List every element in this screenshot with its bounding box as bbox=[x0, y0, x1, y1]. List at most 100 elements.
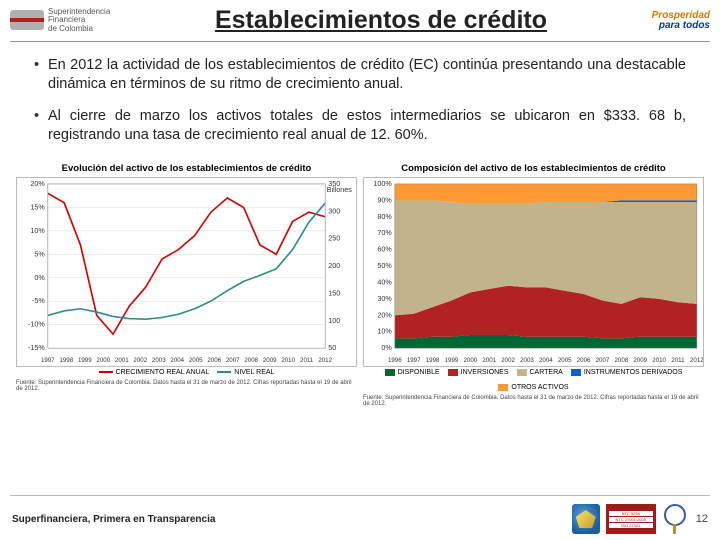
legend-item: NIVEL REAL bbox=[217, 369, 274, 376]
badge-shield-icon bbox=[572, 504, 600, 534]
legend-item: CARTERA bbox=[517, 369, 563, 376]
charts-row: Evolución del activo de los establecimie… bbox=[0, 164, 720, 408]
svg-text:2005: 2005 bbox=[189, 358, 203, 364]
sfc-line3: de Colombia bbox=[48, 25, 110, 33]
legend-label: OTROS ACTIVOS bbox=[511, 384, 568, 391]
svg-text:2011: 2011 bbox=[671, 358, 685, 364]
svg-text:0%: 0% bbox=[381, 345, 392, 352]
chart-right-legend: DISPONIBLE INVERSIONES CARTERA INSTRUMEN… bbox=[363, 367, 704, 393]
footer-text: Superfinanciera, Primera en Transparenci… bbox=[12, 514, 572, 525]
legend-item: INVERSIONES bbox=[448, 369, 509, 376]
legend-label: DISPONIBLE bbox=[398, 369, 440, 376]
svg-text:30%: 30% bbox=[377, 296, 392, 303]
header: Superintendencia Financiera de Colombia … bbox=[0, 0, 720, 37]
svg-text:2000: 2000 bbox=[96, 358, 110, 364]
sfc-bar-icon bbox=[10, 10, 44, 30]
page-number: 12 bbox=[696, 513, 708, 525]
legend-item: OTROS ACTIVOS bbox=[498, 384, 568, 391]
svg-text:1999: 1999 bbox=[78, 358, 92, 364]
svg-text:2006: 2006 bbox=[577, 358, 591, 364]
svg-text:40%: 40% bbox=[377, 279, 392, 286]
svg-text:10%: 10% bbox=[30, 228, 45, 235]
chart-right-svg: 0%10%20%30%40%50%60%70%80%90%100%1996199… bbox=[364, 178, 703, 366]
chart-left-frame: -15%-10%-5%0%5%10%15%20%5010015020025030… bbox=[16, 177, 357, 367]
svg-text:50: 50 bbox=[328, 345, 336, 352]
svg-text:2006: 2006 bbox=[207, 358, 221, 364]
svg-text:2012: 2012 bbox=[690, 358, 703, 364]
svg-text:2009: 2009 bbox=[633, 358, 647, 364]
svg-text:2004: 2004 bbox=[539, 358, 553, 364]
chart-right-title: Composición del activo de los establecim… bbox=[363, 164, 704, 174]
legend-label: INSTRUMENTOS DERIVADOS bbox=[584, 369, 683, 376]
svg-text:100%: 100% bbox=[373, 181, 392, 188]
legend-label: NIVEL REAL bbox=[234, 369, 274, 376]
svg-text:60%: 60% bbox=[377, 246, 392, 253]
svg-text:2008: 2008 bbox=[614, 358, 628, 364]
chart-right-frame: 0%10%20%30%40%50%60%70%80%90%100%1996199… bbox=[363, 177, 704, 367]
chart-left-title: Evolución del activo de los establecimie… bbox=[16, 164, 357, 174]
svg-text:1996: 1996 bbox=[388, 358, 402, 364]
svg-text:300: 300 bbox=[328, 208, 340, 215]
svg-text:2007: 2007 bbox=[226, 358, 240, 364]
svg-text:-15%: -15% bbox=[28, 345, 46, 352]
badge2-line: NTC 5254 bbox=[609, 511, 653, 516]
legend-item: INSTRUMENTOS DERIVADOS bbox=[571, 369, 683, 376]
svg-text:2010: 2010 bbox=[652, 358, 666, 364]
svg-text:2011: 2011 bbox=[300, 358, 314, 364]
legend-swatch-icon bbox=[517, 369, 527, 376]
chart-left-legend: CRECIMIENTO REAL ANUAL NIVEL REAL bbox=[16, 367, 357, 378]
svg-text:90%: 90% bbox=[377, 197, 392, 204]
svg-text:2002: 2002 bbox=[501, 358, 515, 364]
svg-text:2009: 2009 bbox=[263, 358, 277, 364]
badge2-line: NTC 27001:2005 bbox=[609, 517, 653, 522]
chart-left-svg: -15%-10%-5%0%5%10%15%20%5010015020025030… bbox=[17, 178, 356, 366]
svg-text:Billones: Billones bbox=[327, 187, 353, 194]
legend-item: DISPONIBLE bbox=[385, 369, 440, 376]
sfc-text: Superintendencia Financiera de Colombia bbox=[48, 8, 110, 33]
legend-label: INVERSIONES bbox=[461, 369, 509, 376]
logo-sfc: Superintendencia Financiera de Colombia bbox=[10, 8, 110, 33]
svg-text:2003: 2003 bbox=[152, 358, 166, 364]
pros-line1: Prosperidad bbox=[652, 11, 710, 21]
footer-rule bbox=[10, 495, 710, 496]
svg-text:250: 250 bbox=[328, 235, 340, 242]
svg-text:15%: 15% bbox=[30, 204, 45, 211]
svg-text:2003: 2003 bbox=[520, 358, 534, 364]
svg-text:-5%: -5% bbox=[32, 298, 46, 305]
slide: Superintendencia Financiera de Colombia … bbox=[0, 0, 720, 540]
badge-cert-icon: NTC 5254 NTC 27001:2005 ISO 27001 bbox=[606, 504, 656, 534]
svg-text:10%: 10% bbox=[377, 328, 392, 335]
svg-text:2007: 2007 bbox=[596, 358, 610, 364]
chart-left-source: Fuente: Superintendencia Financiera de C… bbox=[16, 380, 357, 393]
svg-text:2001: 2001 bbox=[115, 358, 129, 364]
svg-text:1997: 1997 bbox=[407, 358, 421, 364]
legend-label: CARTERA bbox=[530, 369, 563, 376]
legend-swatch-icon bbox=[217, 371, 231, 373]
svg-text:2001: 2001 bbox=[482, 358, 496, 364]
logo-prosperidad: Prosperidad para todos bbox=[652, 11, 710, 31]
svg-text:70%: 70% bbox=[377, 230, 392, 237]
svg-text:2010: 2010 bbox=[281, 358, 295, 364]
bullet-item: Al cierre de marzo los activos totales d… bbox=[34, 107, 686, 144]
svg-text:2005: 2005 bbox=[558, 358, 572, 364]
badge-veritas-icon bbox=[662, 504, 688, 534]
svg-text:200: 200 bbox=[328, 263, 340, 270]
svg-text:1998: 1998 bbox=[59, 358, 73, 364]
svg-text:1999: 1999 bbox=[445, 358, 459, 364]
footer-badges: NTC 5254 NTC 27001:2005 ISO 27001 bbox=[572, 504, 688, 534]
svg-text:20%: 20% bbox=[377, 312, 392, 319]
svg-text:2002: 2002 bbox=[133, 358, 147, 364]
svg-text:100: 100 bbox=[328, 318, 340, 325]
badge2-line: ISO 27001 bbox=[609, 523, 653, 528]
svg-text:1998: 1998 bbox=[426, 358, 440, 364]
svg-text:1997: 1997 bbox=[41, 358, 55, 364]
svg-text:2004: 2004 bbox=[170, 358, 184, 364]
svg-text:0%: 0% bbox=[34, 274, 45, 281]
svg-text:2012: 2012 bbox=[318, 358, 332, 364]
pros-line2: para todos bbox=[652, 21, 710, 31]
legend-item: CRECIMIENTO REAL ANUAL bbox=[99, 369, 210, 376]
legend-label: CRECIMIENTO REAL ANUAL bbox=[116, 369, 210, 376]
chart-left: Evolución del activo de los establecimie… bbox=[16, 164, 357, 408]
legend-swatch-icon bbox=[385, 369, 395, 376]
chart-right-source: Fuente: Superintendencia Financiera de C… bbox=[363, 395, 704, 408]
